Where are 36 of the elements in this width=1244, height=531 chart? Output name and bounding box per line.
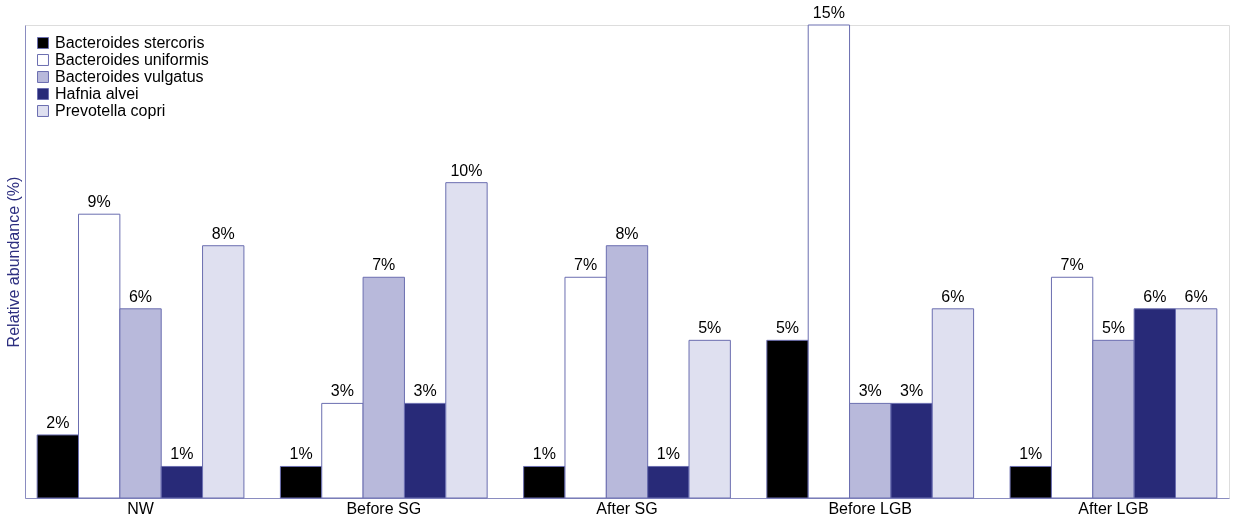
- x-tick-label: Before SG: [346, 499, 422, 517]
- data-label: 3%: [858, 382, 882, 400]
- data-label: 3%: [900, 382, 924, 400]
- x-tick-label: After LGB: [1078, 499, 1149, 517]
- data-label: 5%: [1101, 319, 1126, 337]
- data-label: 7%: [372, 256, 396, 274]
- data-label: 8%: [211, 224, 235, 242]
- legend-label: Prevotella copri: [55, 102, 166, 119]
- legend-label: Bacteroides vulgatus: [55, 68, 204, 85]
- data-label: 1%: [289, 445, 313, 463]
- data-label: 5%: [775, 319, 800, 337]
- data-label: 3%: [330, 382, 354, 400]
- data-label: 6%: [128, 287, 153, 305]
- x-tick-label: Before LGB: [828, 499, 913, 517]
- legend-label: Bacteroides stercoris: [55, 34, 205, 51]
- data-label: 8%: [615, 224, 639, 242]
- data-label: 2%: [46, 413, 70, 431]
- data-label: 5%: [698, 319, 722, 337]
- data-label: 9%: [87, 193, 111, 211]
- data-label: 1%: [170, 445, 194, 463]
- data-label: 6%: [1184, 287, 1208, 305]
- x-tick-label: NW: [127, 499, 155, 517]
- data-label: 3%: [413, 382, 437, 400]
- data-label: 10%: [450, 161, 483, 179]
- data-label: 6%: [941, 287, 965, 305]
- x-tick-label: After SG: [596, 499, 658, 517]
- data-label: 1%: [532, 445, 556, 463]
- data-label: 7%: [1060, 256, 1084, 274]
- data-label: 15%: [812, 4, 845, 21]
- data-label: 1%: [1019, 445, 1043, 463]
- data-label: 7%: [574, 256, 598, 274]
- data-label: 1%: [656, 445, 680, 463]
- y-axis-title: Relative abundance (%): [4, 176, 22, 348]
- legend-label: Hafnia alvei: [55, 85, 139, 102]
- legend-label: Bacteroides uniformis: [55, 51, 209, 68]
- data-label: 6%: [1143, 287, 1167, 305]
